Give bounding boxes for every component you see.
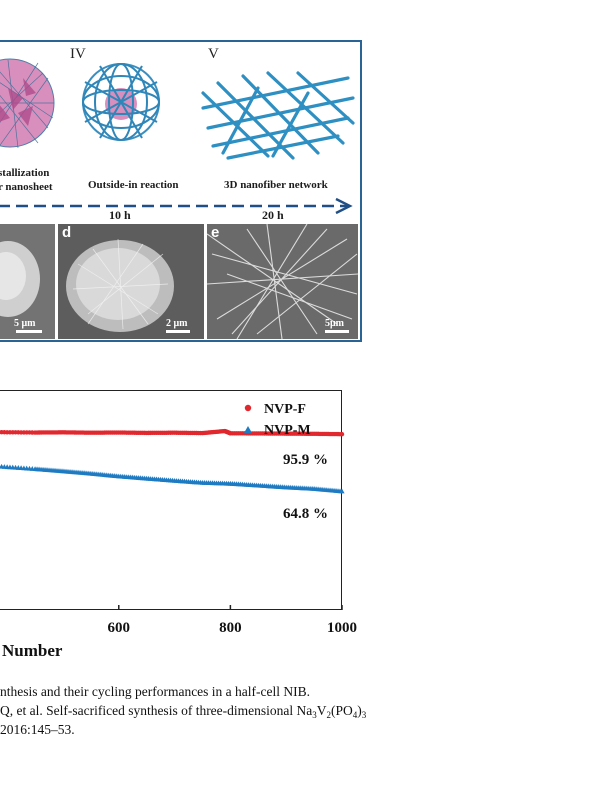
caption-sub-3: 4 bbox=[352, 710, 358, 720]
legend-label-nvp-f: NVP-F bbox=[264, 402, 306, 417]
caption-sub-1: 3 bbox=[312, 710, 317, 720]
stage-4-label: Outside-in reaction bbox=[88, 179, 179, 191]
caption-line-2-close: ) bbox=[357, 703, 362, 718]
sem-image-e: e 5μm bbox=[207, 224, 358, 339]
caption-sub-4: 3 bbox=[361, 710, 367, 720]
sem-d-scale-label: 2 μm bbox=[166, 318, 188, 329]
sem-c-scale-bar bbox=[16, 330, 42, 333]
annotation-nvp-f-retention: 95.9 % bbox=[283, 452, 328, 468]
sem-c-scale-label: 5 μm bbox=[14, 318, 36, 329]
timeline-arrow bbox=[0, 197, 353, 215]
nanosheet-sphere-illustration bbox=[0, 58, 55, 149]
stage-5-numeral: V bbox=[208, 46, 219, 62]
sem-d-scale-bar bbox=[166, 330, 190, 333]
x-axis-title: Number bbox=[2, 641, 63, 660]
figure-caption: nthesis and their cycling performances i… bbox=[0, 682, 599, 739]
x-tick-label: 600 bbox=[108, 620, 131, 636]
schematic-figure-panel: stallization r nanosheet IV Outside-in r… bbox=[0, 40, 362, 342]
sem-c-texture bbox=[0, 224, 55, 339]
cycling-performance-chart: 600 800 1000 NVP-F NVP-M 95.9 % 64.8 % Num… bbox=[0, 402, 357, 660]
legend-marker-nvp-m bbox=[244, 426, 252, 433]
sem-image-c: 5 μm bbox=[0, 224, 55, 339]
x-tick-label: 800 bbox=[219, 620, 242, 636]
chart-legend: NVP-F NVP-M bbox=[244, 402, 311, 438]
caption-line-2-text: Q, et al. Self-sacrificed synthesis of t… bbox=[0, 703, 313, 718]
stage-3-label-line1: stallization bbox=[0, 167, 50, 179]
point-nvp-f bbox=[339, 431, 345, 437]
caption-line-2-po: (PO bbox=[331, 703, 353, 718]
timeline-label-20h: 20 h bbox=[262, 208, 284, 222]
series-layer bbox=[0, 428, 345, 494]
series-nvp-f bbox=[0, 428, 345, 437]
timeline-label-10h: 10 h bbox=[109, 208, 131, 222]
outside-in-sphere-illustration bbox=[82, 63, 160, 141]
point-nvp-m bbox=[339, 488, 345, 494]
caption-line-1: nthesis and their cycling performances i… bbox=[0, 684, 311, 699]
caption-line-3: 2016:145–53. bbox=[0, 722, 75, 737]
caption-sub-2: 2 bbox=[326, 710, 332, 720]
sem-image-d: d 2 μm bbox=[58, 224, 204, 339]
chart-plot-frame bbox=[0, 390, 342, 610]
series-nvp-m bbox=[0, 463, 345, 494]
stage-4-numeral: IV bbox=[70, 46, 86, 62]
x-tick-layer: 600 800 1000 bbox=[108, 605, 357, 636]
stage-5-label: 3D nanofiber network bbox=[224, 179, 328, 191]
sem-e-scale-label: 5μm bbox=[325, 318, 344, 329]
legend-label-nvp-m: NVP-M bbox=[264, 423, 311, 438]
nanofiber-network-illustration bbox=[201, 71, 355, 160]
sem-e-letter: e bbox=[211, 224, 220, 241]
sem-d-letter: d bbox=[62, 224, 72, 241]
legend-marker-nvp-f bbox=[244, 404, 252, 412]
sem-d-texture bbox=[58, 224, 204, 339]
stage-3-label: stallization r nanosheet bbox=[0, 166, 53, 194]
sem-e-texture bbox=[207, 224, 358, 339]
stage-3-label-line2: r nanosheet bbox=[0, 181, 53, 193]
caption-line-2-v: V bbox=[316, 703, 327, 718]
caption-line-2: Q, et al. Self-sacrificed synthesis of t… bbox=[0, 701, 599, 720]
annotation-nvp-m-retention: 64.8 % bbox=[283, 506, 328, 522]
sem-e-scale-bar bbox=[325, 330, 349, 333]
x-tick-label: 1000 bbox=[327, 620, 357, 636]
